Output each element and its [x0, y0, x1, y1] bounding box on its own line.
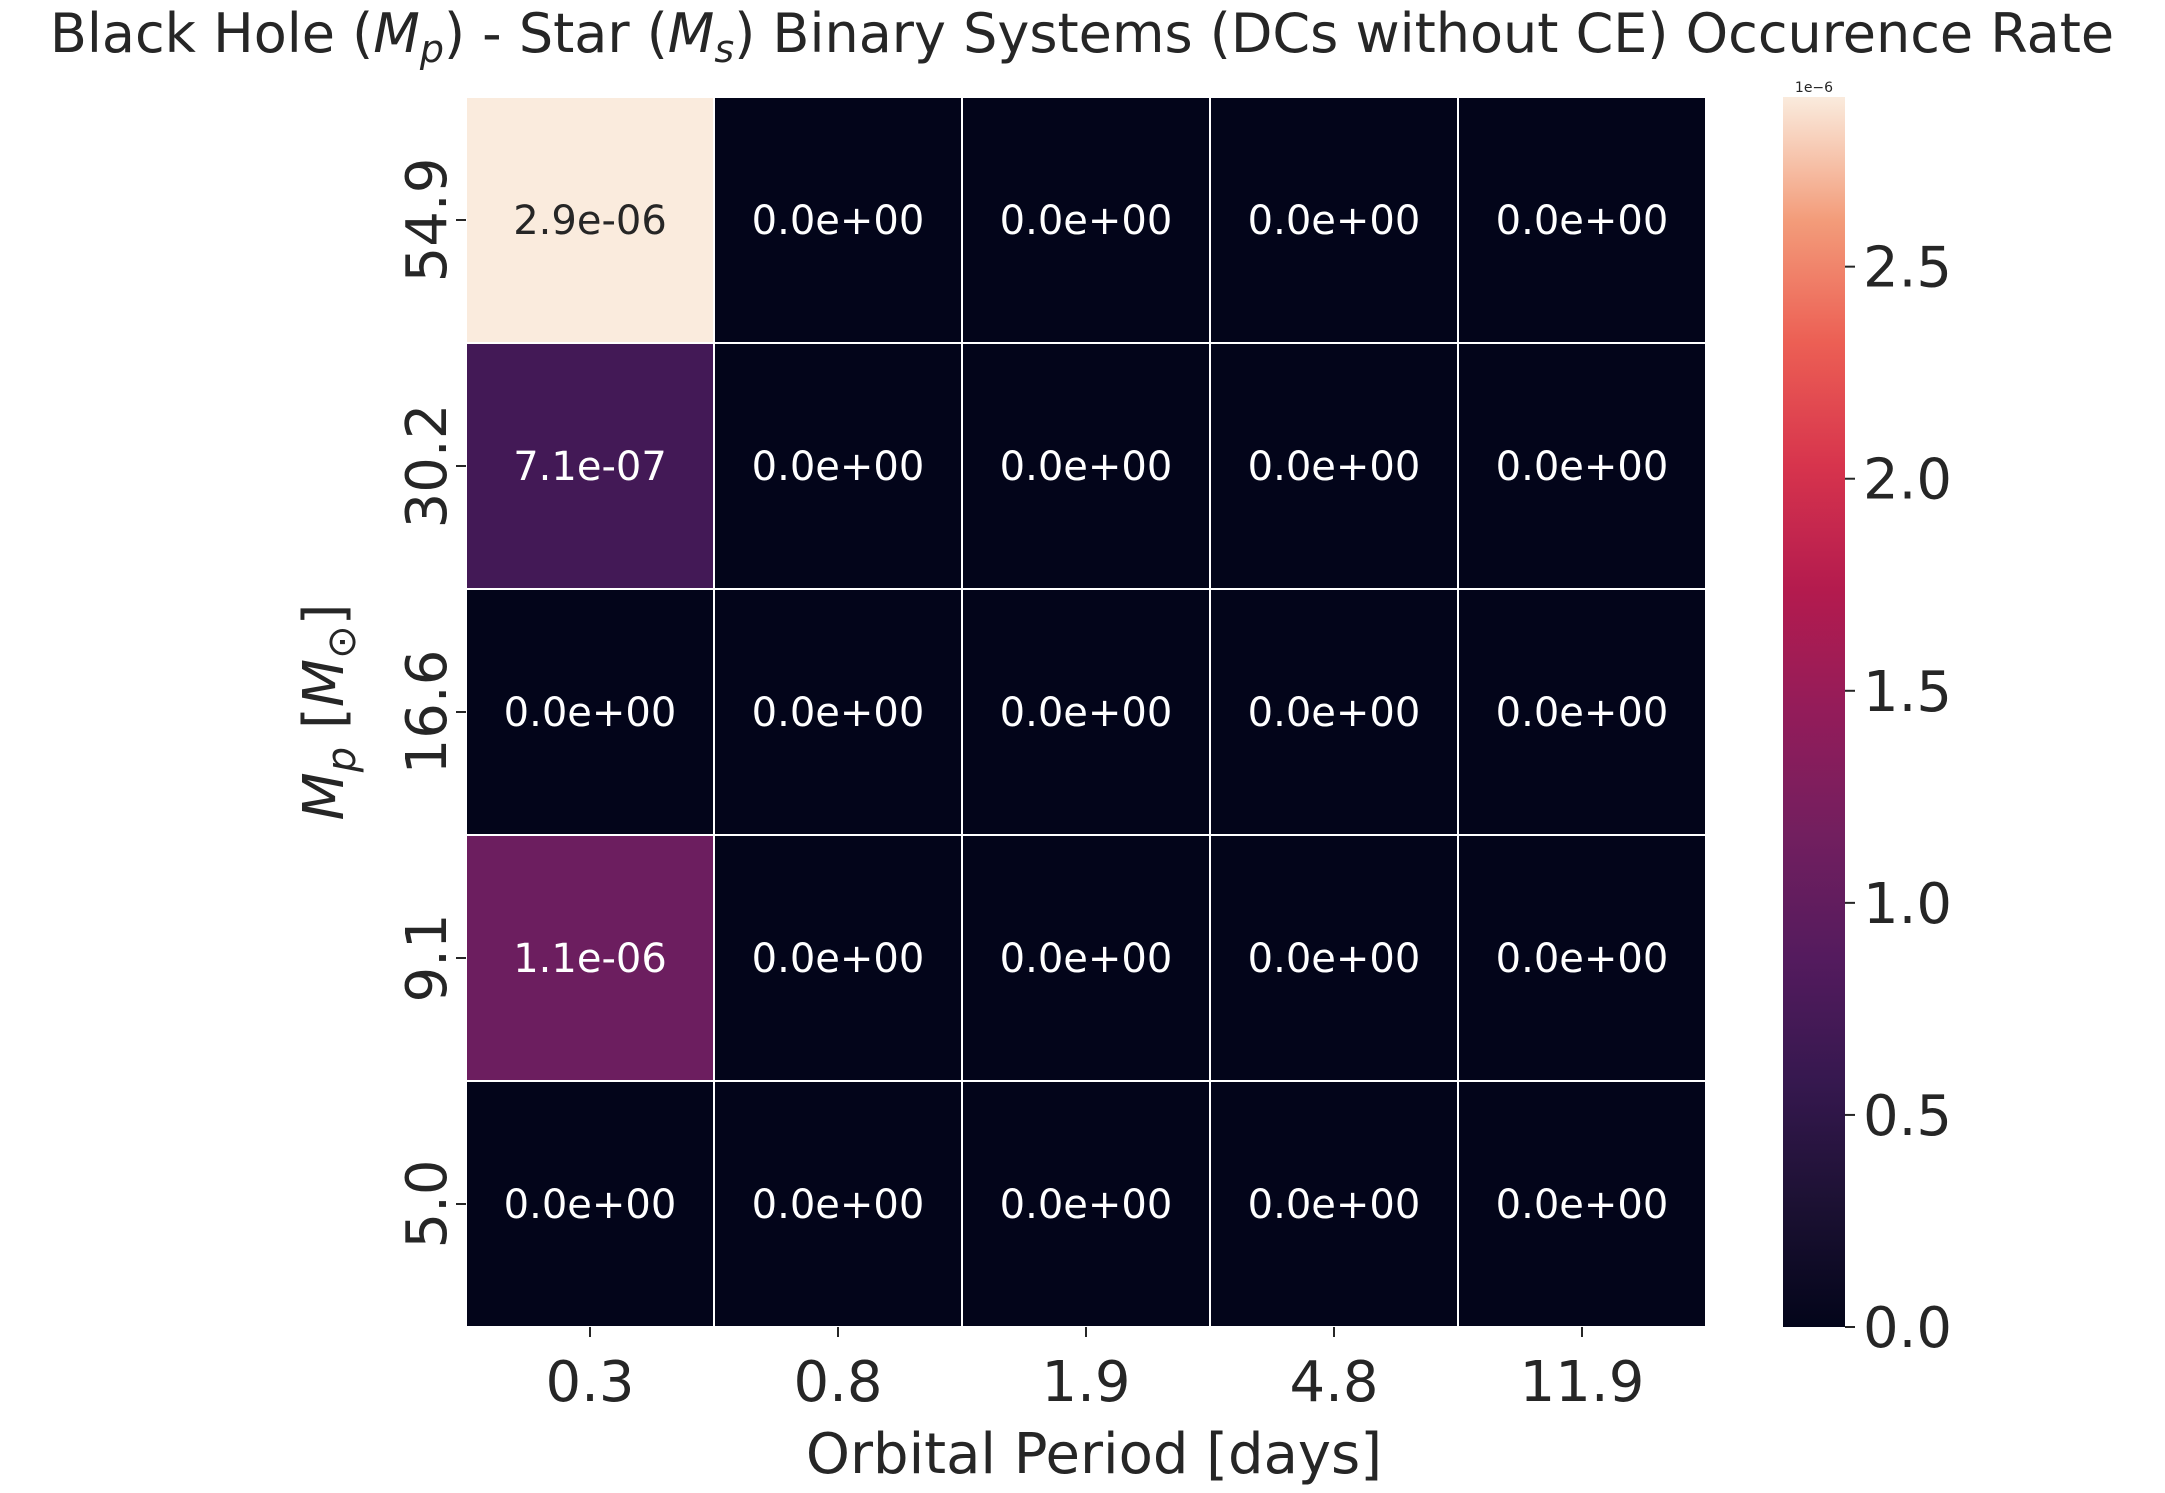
heatmap-cell — [961, 834, 1211, 1082]
y-tick-label: 54.9 — [395, 158, 460, 283]
colorbar-ticks: 0.0 0.5 1.0 1.5 2.0 2.5 — [1845, 236, 1952, 1361]
heatmap-cell — [961, 1080, 1211, 1328]
y-tick-label: 30.2 — [395, 404, 460, 529]
colorbar-tick-label: 1.5 — [1863, 660, 1952, 725]
x-axis-label: Orbital Period [days] — [806, 1422, 1382, 1487]
y-tick-label: 9.1 — [395, 913, 460, 1002]
heatmap-cell-label: 0.0e+00 — [1496, 444, 1669, 490]
x-axis-ticks: 0.3 0.8 1.9 4.8 11.9 — [545, 1327, 1644, 1415]
y-tick-label: 5.0 — [395, 1159, 460, 1248]
heatmap-cell-labels: 2.9e-06 0.0e+00 0.0e+00 0.0e+00 0.0e+00 7.1e-… — [504, 198, 1669, 1228]
heatmap-cell-label: 0.0e+00 — [1248, 1182, 1421, 1228]
heatmap-cell-label: 0.0e+00 — [1248, 936, 1421, 982]
heatmap-cell-label: 0.0e+00 — [1496, 936, 1669, 982]
heatmap-cell-label: 0.0e+00 — [1496, 1182, 1669, 1228]
colorbar-tick-label: 2.0 — [1863, 448, 1952, 513]
y-tick-label: 16.6 — [395, 650, 460, 775]
heatmap-cell-label: 0.0e+00 — [1248, 198, 1421, 244]
heatmap-cell — [1457, 588, 1707, 836]
x-tick-label: 0.3 — [545, 1350, 634, 1415]
heatmap-cell — [713, 96, 963, 344]
x-tick-label: 4.8 — [1289, 1350, 1378, 1415]
heatmap-cell-label: 0.0e+00 — [1000, 198, 1173, 244]
heatmap-cell — [465, 342, 715, 590]
heatmap-cell — [1457, 342, 1707, 590]
heatmap-cell-label: 0.0e+00 — [752, 1182, 925, 1228]
heatmap-cell — [465, 1080, 715, 1328]
heatmap-cell-label: 0.0e+00 — [752, 444, 925, 490]
heatmap-cell — [713, 1080, 963, 1328]
heatmap-cell — [1457, 1080, 1707, 1328]
heatmap-cell-label: 0.0e+00 — [504, 1182, 677, 1228]
heatmap-cell-label: 7.1e-07 — [513, 444, 667, 490]
heatmap-cell-label: 0.0e+00 — [752, 690, 925, 736]
colorbar-tick-label: 1.0 — [1863, 872, 1952, 937]
colorbar-tick-label: 0.0 — [1863, 1296, 1952, 1361]
heatmap-cell-label: 0.0e+00 — [1000, 690, 1173, 736]
x-tick-label: 1.9 — [1041, 1350, 1130, 1415]
colorbar-tick-label: 2.5 — [1863, 236, 1952, 301]
heatmap-cell-label: 0.0e+00 — [752, 198, 925, 244]
y-axis-label: Mp [M⊙] — [292, 603, 365, 820]
colorbar — [1783, 97, 1845, 1327]
colorbar-offset-label: 1e−6 — [1795, 80, 1833, 96]
heatmap-cell — [1209, 588, 1459, 836]
heatmap-cell-label: 1.1e-06 — [513, 936, 667, 982]
heatmap-cell-label: 2.9e-06 — [513, 198, 667, 244]
heatmap-cell — [1209, 96, 1459, 344]
x-tick-label: 11.9 — [1520, 1350, 1645, 1415]
colorbar-tick-label: 0.5 — [1863, 1084, 1952, 1149]
heatmap-cell-label: 0.0e+00 — [1248, 444, 1421, 490]
heatmap-cell-label: 0.0e+00 — [1496, 198, 1669, 244]
heatmap-cell-label: 0.0e+00 — [1000, 1182, 1173, 1228]
heatmap-cell — [465, 96, 715, 344]
heatmap-cell — [961, 588, 1211, 836]
y-axis-ticks: 54.9 30.2 16.6 9.1 5.0 — [395, 158, 466, 1249]
heatmap-cell-label: 0.0e+00 — [1496, 690, 1669, 736]
heatmap-cell — [713, 588, 963, 836]
heatmap-cell — [1457, 834, 1707, 1082]
heatmap-cell-label: 0.0e+00 — [1000, 444, 1173, 490]
heatmap-cell — [1457, 96, 1707, 344]
heatmap-cell-label: 0.0e+00 — [504, 690, 677, 736]
heatmap-cell — [961, 342, 1211, 590]
heatmap-cell — [1209, 834, 1459, 1082]
heatmap-cell-label: 0.0e+00 — [1000, 936, 1173, 982]
heatmap-cell-label: 0.0e+00 — [1248, 690, 1421, 736]
heatmap-cell — [961, 96, 1211, 344]
x-tick-label: 0.8 — [793, 1350, 882, 1415]
heatmap-cell-label: 0.0e+00 — [752, 936, 925, 982]
heatmap-cell — [713, 834, 963, 1082]
heatmap-cells — [465, 96, 1707, 1328]
chart-title: Black Hole (Mp) - Star (Ms) Binary Syste… — [50, 2, 2114, 71]
